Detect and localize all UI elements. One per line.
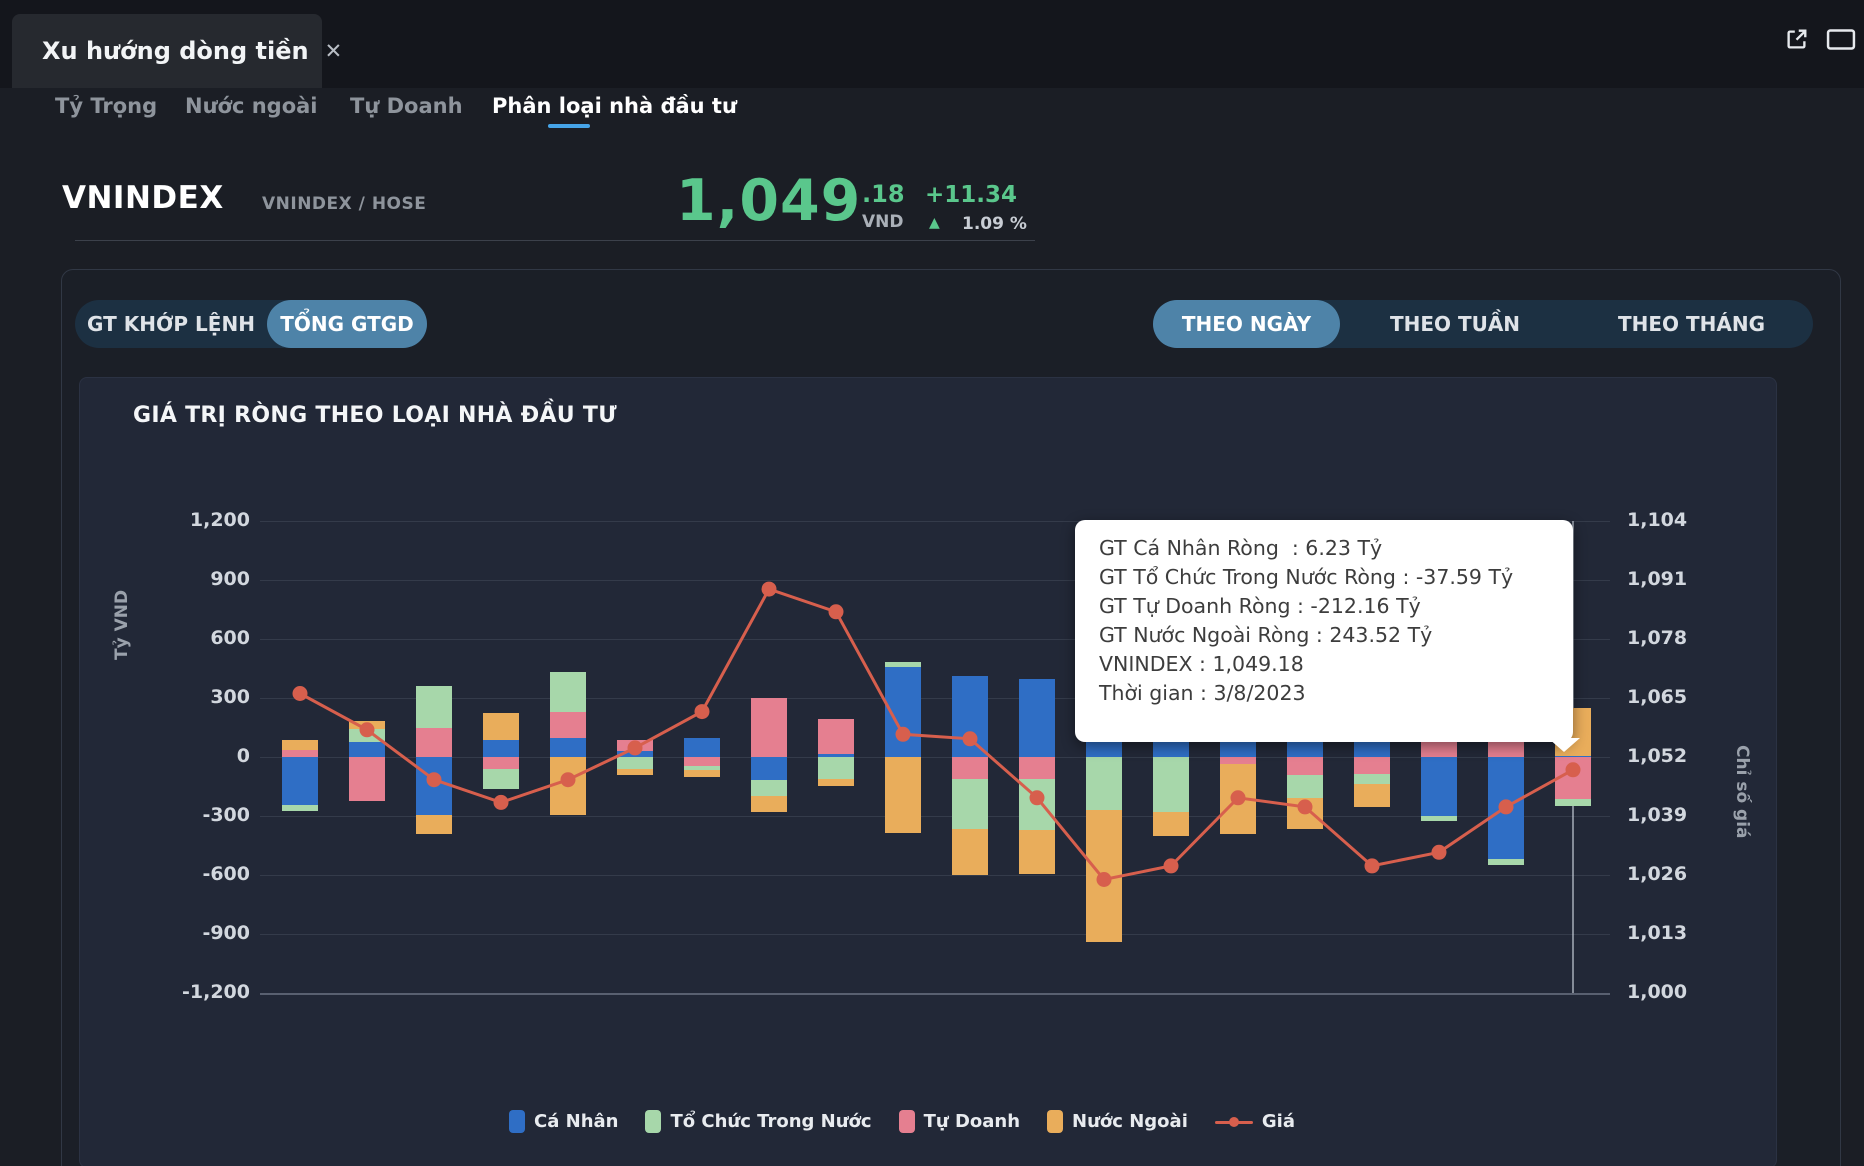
tu-doanh-swatch	[898, 1110, 915, 1133]
gt-khop-lenh-button[interactable]: GT KHỚP LỆNH	[87, 312, 255, 336]
price-change-percent: 1.09 %	[962, 214, 1027, 234]
chart-panel	[79, 377, 1777, 1166]
period-toggle: THEO NGÀY THEO TUẦN THEO THÁNG	[1153, 300, 1813, 348]
legend-item-ca-nhan[interactable]: Cá Nhân	[509, 1110, 618, 1133]
gia-line-symbol	[1214, 1116, 1253, 1127]
price-value: 1,049	[676, 168, 862, 234]
price-currency: VND	[862, 212, 904, 232]
window-header: Xu hướng dòng tiền ✕	[0, 0, 1864, 88]
legend-item-gia[interactable]: Giá	[1214, 1111, 1295, 1132]
tooltip-vnindex: VNINDEX : 1,049.18	[1099, 652, 1304, 676]
value-type-toggle: GT KHỚP LỆNH TỔNG GTGD	[75, 300, 427, 348]
tong-gtgd-button[interactable]: TỔNG GTGD	[267, 300, 427, 348]
ticker-symbol: VNINDEX	[62, 180, 224, 216]
tab-ty-trong[interactable]: Tỷ Trọng	[55, 94, 158, 118]
maximize-icon[interactable]	[1826, 26, 1856, 53]
window-tab-title: Xu hướng dòng tiền	[42, 37, 309, 65]
ticker-divider	[75, 240, 1035, 241]
window-tab[interactable]: Xu hướng dòng tiền ✕	[12, 14, 342, 88]
active-tab-underline	[548, 124, 590, 128]
price-change: +11.34	[925, 182, 1018, 208]
theo-thang-button[interactable]: THEO THÁNG	[1617, 312, 1766, 336]
chart-legend: Cá Nhân Tổ Chức Trong Nước Tự Doanh Nước…	[509, 1110, 1295, 1133]
nuoc-ngoai-swatch	[1047, 1110, 1064, 1133]
left-axis-title: Tỷ VND	[112, 589, 132, 660]
tooltip-tu-doanh: GT Tự Doanh Ròng : -212.16 Tỷ	[1099, 594, 1421, 618]
tab-nuoc-ngoai[interactable]: Nước ngoài	[185, 94, 318, 118]
ticker-exchange: VNINDEX / HOSE	[262, 194, 427, 214]
theo-tuan-button[interactable]: THEO TUẦN	[1389, 312, 1521, 336]
close-icon[interactable]: ✕	[324, 38, 343, 63]
ca-nhan-swatch	[509, 1110, 525, 1133]
price-decimals: .18	[862, 180, 905, 208]
legend-item-to-chuc[interactable]: Tổ Chức Trong Nước	[645, 1110, 872, 1133]
legend-item-nuoc-ngoai[interactable]: Nước Ngoài	[1047, 1110, 1188, 1133]
right-axis-title: Chỉ số giá	[1732, 745, 1752, 839]
chart-tooltip: GT Cá Nhân Ròng : 6.23 Tỷ GT Tổ Chức Tro…	[1075, 520, 1573, 742]
legend-item-tu-doanh[interactable]: Tự Doanh	[898, 1110, 1020, 1133]
nav-tabs: Tỷ Trọng Nước ngoài Tự Doanh Phân loại n…	[0, 88, 1864, 134]
external-link-icon[interactable]	[1783, 26, 1810, 53]
chart-title: GIÁ TRỊ RÒNG THEO LOẠI NHÀ ĐẦU TƯ	[133, 403, 617, 428]
theo-ngay-button[interactable]: THEO NGÀY	[1153, 300, 1340, 348]
tooltip-to-chuc: GT Tổ Chức Trong Nước Ròng : -37.59 Tỷ	[1099, 565, 1514, 589]
tooltip-nuoc-ngoai: GT Nước Ngoài Ròng : 243.52 Tỷ	[1099, 623, 1433, 647]
tab-phan-loai-nha-dau-tu[interactable]: Phân loại nhà đầu tư	[492, 94, 737, 118]
tooltip-thoi-gian: Thời gian : 3/8/2023	[1099, 681, 1306, 705]
tooltip-ca-nhan: GT Cá Nhân Ròng : 6.23 Tỷ	[1099, 536, 1383, 560]
to-chuc-swatch	[645, 1110, 662, 1133]
up-arrow-icon: ▲	[929, 215, 940, 231]
tab-tu-doanh[interactable]: Tự Doanh	[350, 94, 463, 118]
tooltip-arrow	[1548, 738, 1580, 752]
